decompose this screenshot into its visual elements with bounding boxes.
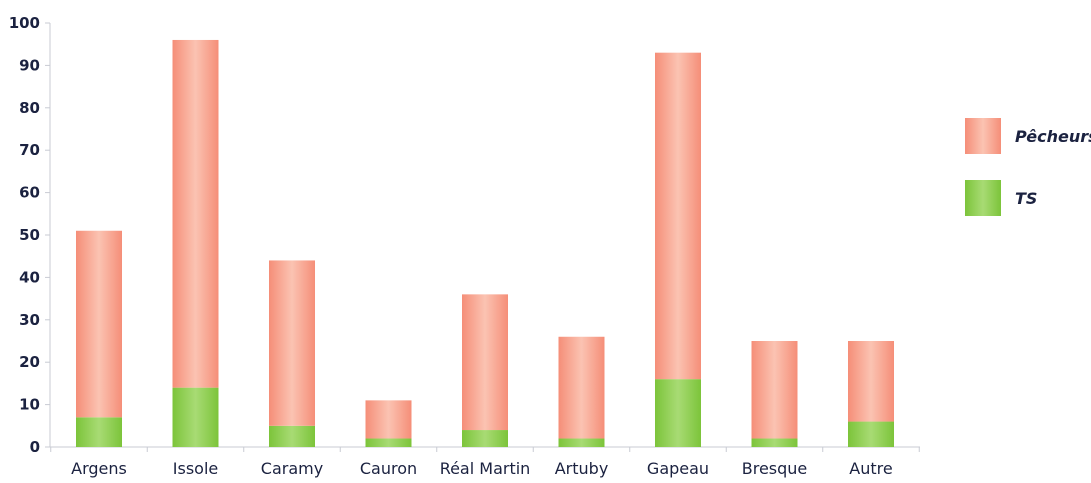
legend-label-pecheurs: Pêcheurs [1015, 127, 1091, 146]
x-category-label: Autre [849, 459, 892, 478]
y-tick-label: 90 [19, 56, 40, 74]
bar-ts-3 [365, 438, 412, 447]
bars [76, 39, 894, 447]
legend-swatch-pecheurs [965, 118, 1001, 154]
legend-label-ts: TS [1015, 189, 1037, 208]
x-category-label: Cauron [360, 459, 417, 478]
legend: Pêcheurs TS [965, 118, 1091, 216]
x-category-label: Réal Martin [440, 459, 531, 478]
y-tick-label: 70 [19, 141, 40, 159]
bar-ts-2 [269, 425, 315, 447]
y-tick-label: 10 [19, 396, 40, 414]
x-category-label: Caramy [261, 459, 323, 478]
bar-ts-8 [848, 421, 894, 447]
y-tick-label: 60 [19, 184, 40, 202]
bar-pecheurs-8 [848, 341, 894, 422]
y-tick-label: 20 [19, 353, 40, 371]
legend-swatch-ts [965, 180, 1001, 216]
x-category-label: Issole [173, 459, 218, 478]
bar-pecheurs-6 [655, 52, 701, 380]
bar-pecheurs-7 [751, 341, 798, 439]
bar-ts-4 [462, 430, 508, 447]
bar-pecheurs-0 [76, 230, 122, 418]
y-tick-label: 80 [19, 99, 40, 117]
y-tick-label: 100 [9, 14, 40, 32]
bar-ts-0 [76, 417, 122, 447]
bar-ts-1 [172, 387, 219, 447]
axes: 0 10 20 30 40 50 60 70 80 90 100 [9, 14, 920, 456]
bar-pecheurs-1 [172, 39, 219, 388]
y-tick-label: 40 [19, 268, 40, 286]
bar-pecheurs-5 [558, 336, 605, 439]
x-category-label: Artuby [555, 459, 609, 478]
bar-ts-6 [655, 379, 701, 447]
x-category-label: Bresque [742, 459, 808, 478]
y-tick-label: 30 [19, 311, 40, 329]
category-labels: Argens Issole Caramy Cauron Réal Martin Artub… [71, 459, 893, 478]
bar-pecheurs-2 [269, 260, 315, 426]
bar-pecheurs-4 [462, 294, 508, 431]
y-tick-label: 0 [30, 438, 40, 456]
y-tick-label: 50 [19, 226, 40, 244]
bar-ts-7 [751, 438, 798, 447]
bar-pecheurs-3 [365, 400, 412, 439]
x-category-label: Gapeau [647, 459, 709, 478]
bar-ts-5 [558, 438, 605, 447]
x-category-label: Argens [71, 459, 127, 478]
